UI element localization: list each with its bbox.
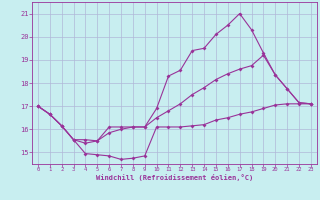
X-axis label: Windchill (Refroidissement éolien,°C): Windchill (Refroidissement éolien,°C) bbox=[96, 174, 253, 181]
